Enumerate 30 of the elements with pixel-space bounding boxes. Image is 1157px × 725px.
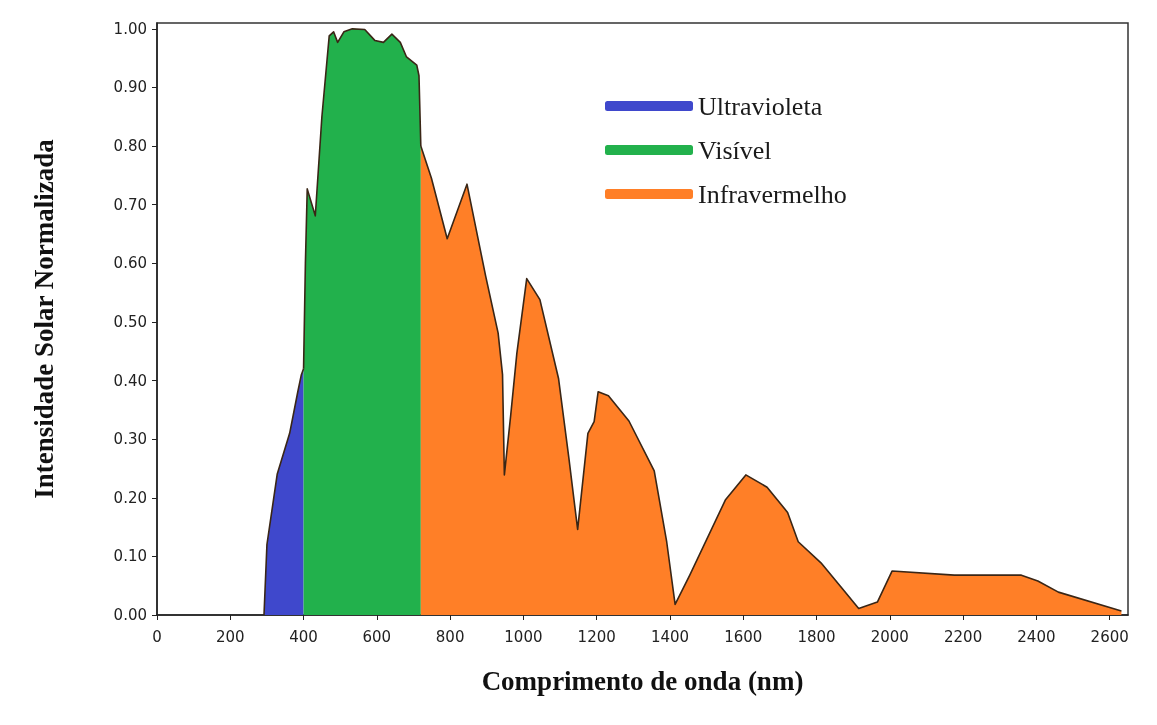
x-tick-label: 800 — [435, 627, 465, 646]
legend-label: Visível — [698, 135, 772, 165]
y-tick-label: 0.20 — [113, 488, 147, 507]
y-tick-label: 0.70 — [113, 195, 147, 214]
x-tick-label: 1800 — [797, 627, 836, 646]
legend-label: Infravermelho — [698, 179, 847, 209]
y-tick-label: 0.00 — [113, 606, 147, 624]
x-tick-label: 2200 — [944, 627, 983, 646]
x-tick-label: 2600 — [1090, 627, 1129, 646]
x-tick-label: 1400 — [650, 627, 690, 646]
x-tick-label: 1000 — [504, 627, 543, 646]
x-tick-label: 200 — [215, 627, 245, 646]
y-tick-label: 0.50 — [113, 312, 147, 331]
y-tick-label: 0.80 — [113, 137, 147, 156]
x-tick-label: 2000 — [870, 627, 909, 646]
x-tick-label: 1600 — [724, 627, 763, 646]
x-tick-label: 0 — [152, 627, 162, 646]
y-tick-label: 0.90 — [113, 78, 147, 97]
y-tick-label: 0.30 — [113, 430, 147, 449]
y-tick-label: 0.40 — [113, 371, 147, 390]
y-axis-title: Intensidade Solar Normalizada — [28, 138, 59, 499]
x-tick-label: 2400 — [1017, 627, 1056, 646]
x-tick-label: 1200 — [577, 627, 616, 646]
x-tick-label: 600 — [362, 627, 392, 646]
x-tick-label: 400 — [289, 627, 318, 646]
y-tick-label: 0.10 — [113, 547, 147, 566]
legend-label: Ultravioleta — [698, 91, 823, 121]
x-axis-title: Comprimento de onda (nm) — [481, 665, 804, 696]
y-tick-label: 0.60 — [113, 254, 147, 273]
y-tick-label: 1.00 — [113, 19, 147, 38]
